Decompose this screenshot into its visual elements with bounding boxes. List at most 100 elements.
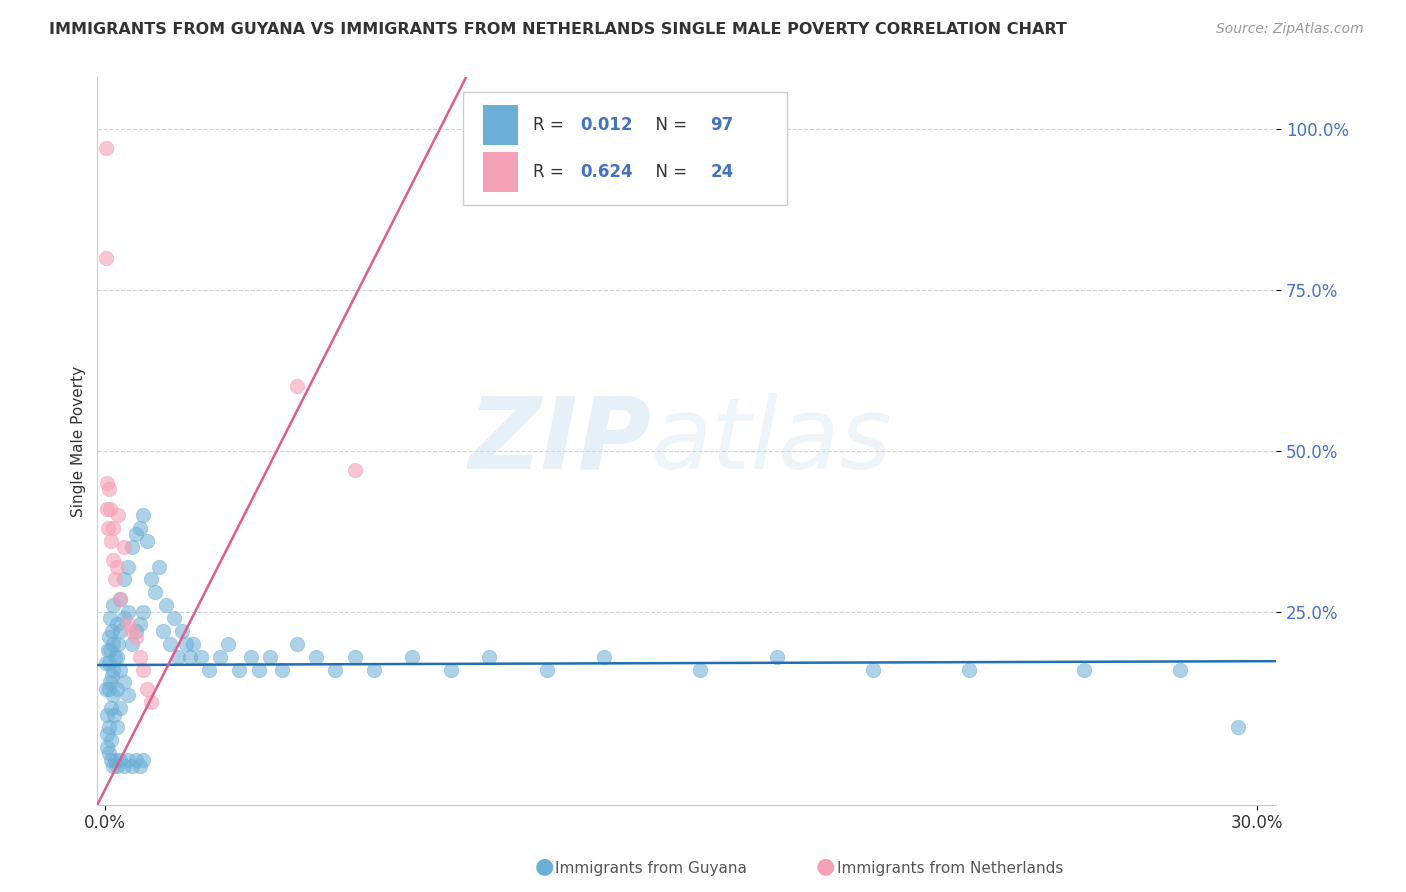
Text: R =: R = <box>533 162 569 180</box>
Point <box>766 649 789 664</box>
Point <box>110 663 132 677</box>
Point <box>155 598 177 612</box>
Point <box>105 721 128 735</box>
Point <box>117 617 139 632</box>
Text: atlas: atlas <box>651 392 893 490</box>
Point <box>128 759 150 773</box>
Point <box>112 675 135 690</box>
Point <box>439 663 461 677</box>
Point <box>97 631 120 645</box>
Point <box>247 663 270 677</box>
Point <box>125 753 148 767</box>
Point <box>103 553 125 567</box>
Bar <box>482 152 519 192</box>
Point <box>128 617 150 632</box>
Point <box>139 695 162 709</box>
Point <box>125 624 148 638</box>
Text: R =: R = <box>533 116 569 134</box>
Point <box>139 573 162 587</box>
Point <box>363 663 385 677</box>
Point <box>148 559 170 574</box>
Point <box>101 688 124 702</box>
Point <box>107 637 129 651</box>
Point <box>593 649 616 664</box>
Text: Immigrants from Netherlands: Immigrants from Netherlands <box>837 861 1063 876</box>
Point <box>105 681 128 696</box>
Text: 0.624: 0.624 <box>581 162 633 180</box>
Point <box>101 598 124 612</box>
Y-axis label: Single Male Poverty: Single Male Poverty <box>72 366 86 516</box>
Point <box>536 663 558 677</box>
Point <box>112 573 135 587</box>
Point <box>197 663 219 677</box>
Text: ●: ● <box>534 856 554 876</box>
Point <box>97 656 120 670</box>
Point <box>132 663 155 677</box>
Point <box>259 649 281 664</box>
Point <box>97 681 120 696</box>
Point <box>110 591 132 606</box>
Point <box>100 701 122 715</box>
Text: ZIP: ZIP <box>468 392 651 490</box>
Bar <box>482 105 519 145</box>
Point <box>343 649 366 664</box>
Point <box>94 141 117 155</box>
Point <box>167 649 190 664</box>
Point <box>104 753 127 767</box>
Point <box>478 649 501 664</box>
Point <box>1168 663 1191 677</box>
Point <box>174 637 197 651</box>
Point <box>100 533 122 548</box>
Point <box>132 605 155 619</box>
Text: 24: 24 <box>710 162 734 180</box>
Point <box>179 649 201 664</box>
Point <box>110 701 132 715</box>
Point <box>152 624 174 638</box>
Point <box>105 649 128 664</box>
Point <box>96 739 118 754</box>
Point <box>325 663 347 677</box>
FancyBboxPatch shape <box>463 92 787 204</box>
Point <box>117 753 139 767</box>
Point <box>98 501 121 516</box>
Point <box>101 521 124 535</box>
Point <box>97 643 120 657</box>
Point <box>96 251 118 265</box>
Point <box>96 707 118 722</box>
Point <box>163 611 186 625</box>
Point <box>209 649 232 664</box>
Point <box>100 753 122 767</box>
Point <box>957 663 980 677</box>
Point <box>125 631 148 645</box>
Point <box>689 663 711 677</box>
Point <box>136 533 159 548</box>
Point <box>121 637 143 651</box>
Point <box>270 663 292 677</box>
Point <box>159 637 181 651</box>
Point <box>112 541 135 555</box>
Point <box>94 656 117 670</box>
Point <box>128 649 150 664</box>
Point <box>136 681 159 696</box>
Point <box>101 759 124 773</box>
Point <box>217 637 239 651</box>
Point <box>343 463 366 477</box>
Point <box>183 637 205 651</box>
Point <box>305 649 328 664</box>
Point <box>125 527 148 541</box>
Text: ●: ● <box>815 856 835 876</box>
Point <box>97 746 120 760</box>
Point <box>100 733 122 747</box>
Point <box>143 585 166 599</box>
Point <box>110 591 132 606</box>
Point <box>121 624 143 638</box>
Point <box>128 521 150 535</box>
Point <box>101 669 124 683</box>
Point <box>117 688 139 702</box>
Point <box>862 663 884 677</box>
Point <box>96 681 118 696</box>
Text: 97: 97 <box>710 116 734 134</box>
Text: IMMIGRANTS FROM GUYANA VS IMMIGRANTS FROM NETHERLANDS SINGLE MALE POVERTY CORREL: IMMIGRANTS FROM GUYANA VS IMMIGRANTS FRO… <box>49 22 1067 37</box>
Point <box>190 649 212 664</box>
Point <box>1073 663 1095 677</box>
